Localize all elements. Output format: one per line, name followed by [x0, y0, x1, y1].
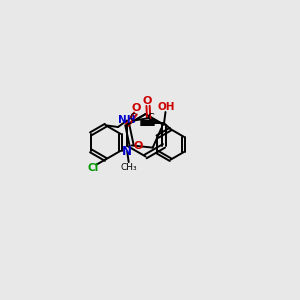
Text: O: O [131, 103, 141, 113]
Text: O: O [134, 141, 143, 151]
Text: N: N [122, 145, 132, 158]
Text: C: C [129, 113, 136, 123]
Text: O: O [143, 95, 152, 106]
Text: Cl: Cl [87, 163, 98, 173]
Text: C: C [148, 113, 154, 123]
Text: CH₃: CH₃ [120, 163, 137, 172]
Text: OH: OH [157, 102, 175, 112]
Text: NH: NH [118, 115, 136, 125]
